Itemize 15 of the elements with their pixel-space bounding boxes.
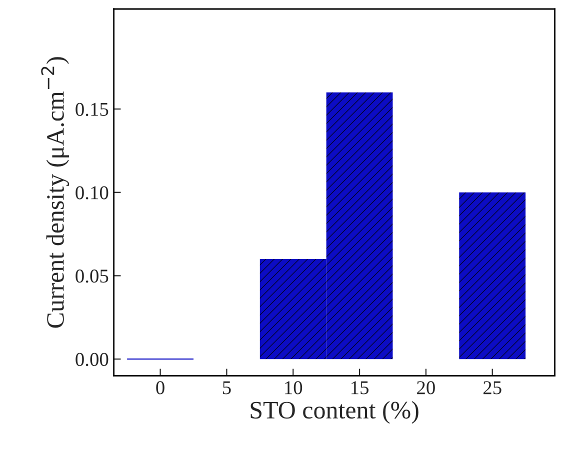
y-tick-label: 0.15: [76, 102, 108, 116]
y-tick-label: 0.05: [76, 270, 108, 283]
bar: [326, 92, 393, 360]
y-tick-label: 0.10: [76, 186, 108, 200]
x-tick-label: 25: [483, 381, 502, 394]
x-tick-label: 15: [352, 381, 368, 394]
x-tick-label: 20: [417, 381, 435, 394]
y-tick-label: 0.00: [76, 352, 108, 366]
bar: [260, 259, 326, 360]
y-axis-title: Current density (μA.cm$^{−2}$): [41, 57, 70, 328]
x-tick-label: 0: [156, 381, 164, 394]
x-tick-label: 10: [285, 381, 302, 394]
x-tick-label: 5: [222, 381, 231, 394]
bar: [459, 192, 526, 360]
x-axis-title: STO content (%): [250, 401, 418, 424]
